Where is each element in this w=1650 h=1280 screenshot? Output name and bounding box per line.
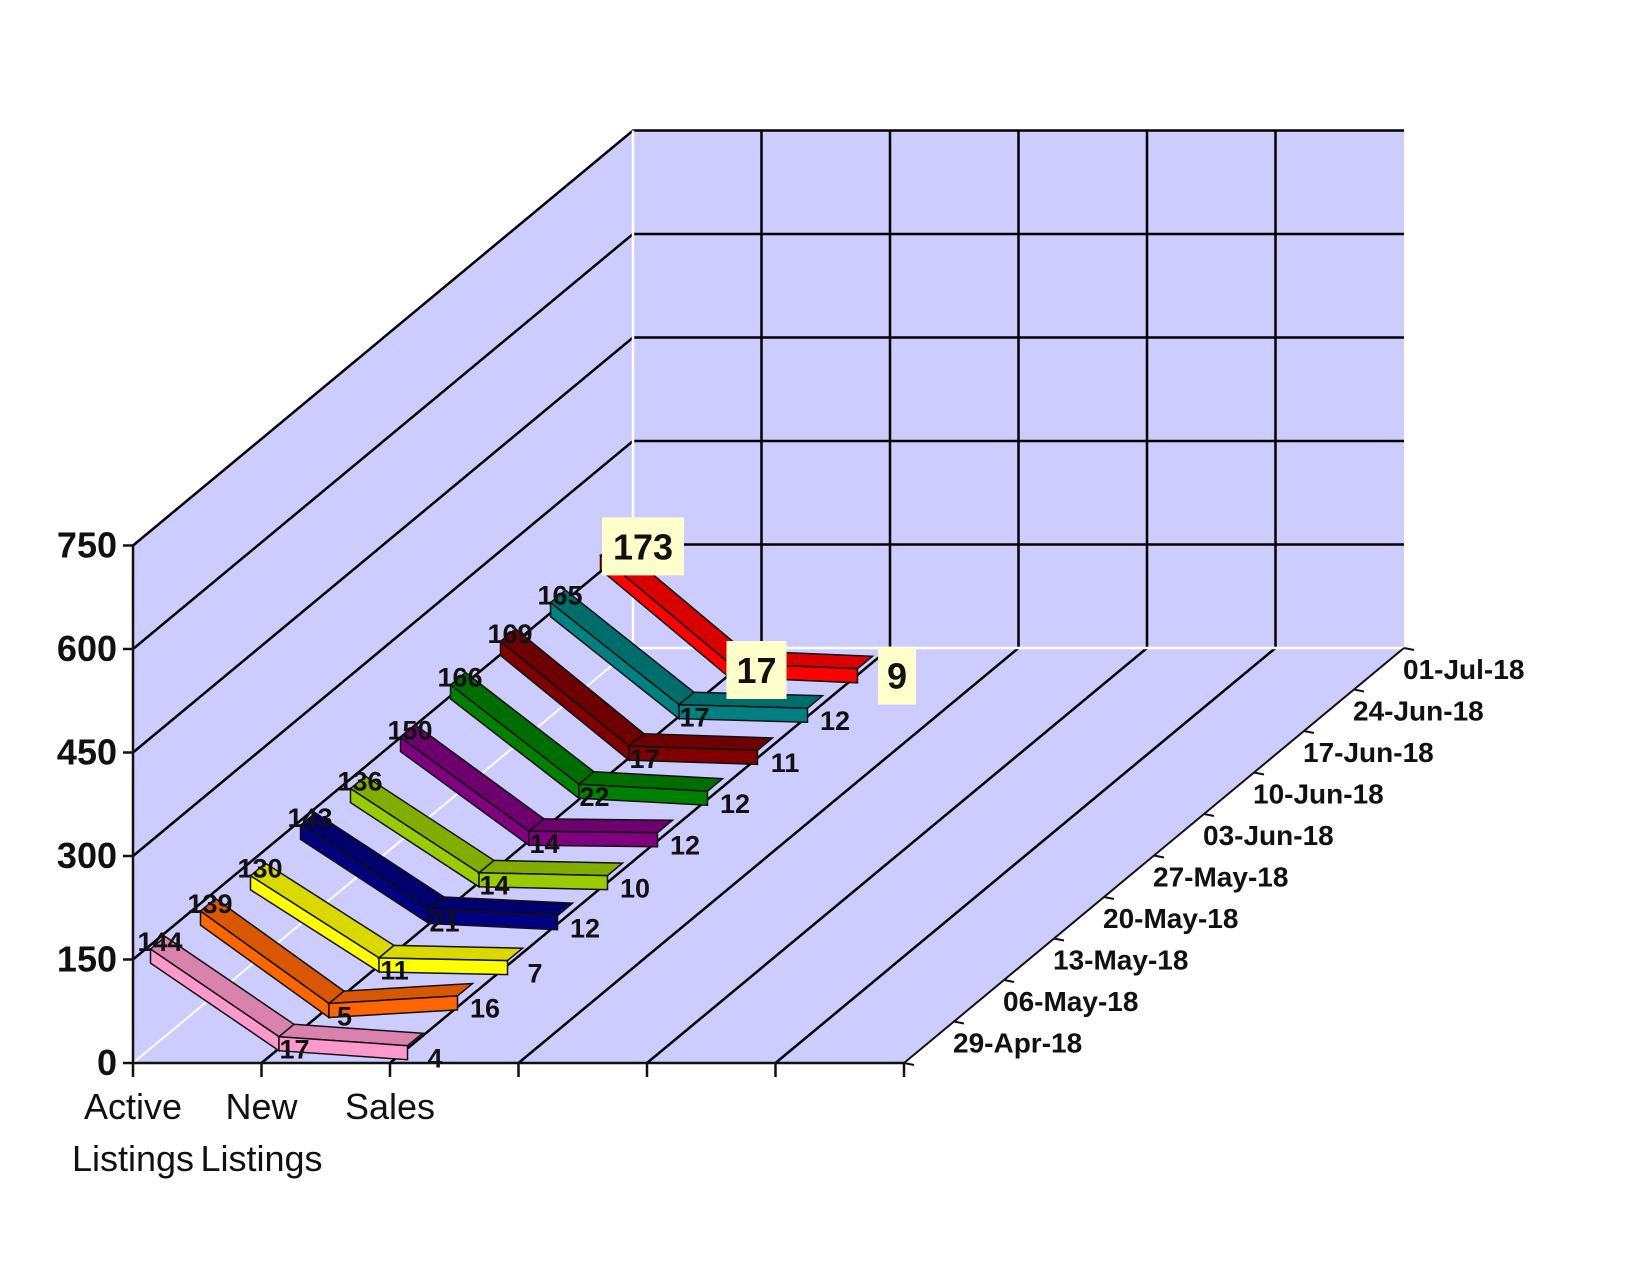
x-tick-label: New xyxy=(225,1086,298,1127)
depth-tick-mark xyxy=(1153,854,1165,859)
left-wall xyxy=(133,130,633,1063)
ribbon-face xyxy=(528,830,659,848)
gridline-floor xyxy=(646,647,1148,1064)
data-label: 4 xyxy=(427,1043,442,1073)
data-label: 150 xyxy=(387,715,432,745)
y-tick-label: 750 xyxy=(57,525,117,566)
depth-tick-label: 01-Jul-18 xyxy=(1403,654,1524,685)
axes: 0 150 300 450 600 750 Active Listings New Listing… xyxy=(57,525,1524,1180)
depth-tick-label: 20-May-18 xyxy=(1103,903,1238,934)
data-label: 143 xyxy=(287,803,332,833)
depth-tick-mark xyxy=(953,1020,965,1025)
y-tick-label: 0 xyxy=(97,1042,117,1083)
data-label: 136 xyxy=(337,766,382,796)
depth-tick-mark xyxy=(1053,937,1065,942)
depth-tick-mark xyxy=(1303,730,1315,734)
ribbon-face xyxy=(678,703,809,723)
data-label: 7 xyxy=(527,958,542,988)
depth-tick-mark xyxy=(1003,979,1015,983)
data-label: 17 xyxy=(629,744,659,774)
depth-tick-label: 29-Apr-18 xyxy=(953,1027,1082,1058)
depth-tick-label: 24-Jun-18 xyxy=(1353,695,1484,726)
y-tick-label: 600 xyxy=(57,628,117,669)
data-label-box xyxy=(602,517,684,576)
data-label: 139 xyxy=(187,889,232,919)
x-tick-label: Listings xyxy=(200,1138,322,1179)
data-label: 21 xyxy=(429,907,459,937)
depth-tick-mark xyxy=(1253,771,1265,776)
data-labels: 144 17 4 139 5 16 130 11 7 143 21 12 136 14 10 150 14 12 1… xyxy=(137,517,916,1073)
data-label-box xyxy=(726,641,787,700)
data-label: 11 xyxy=(771,748,800,778)
data-label: 5 xyxy=(337,1001,352,1031)
data-label: 173 xyxy=(613,526,673,567)
x-tick-label: Sales xyxy=(345,1086,435,1127)
data-label: 9 xyxy=(887,656,907,697)
data-label: 10 xyxy=(620,873,650,903)
data-label-box xyxy=(878,646,916,705)
data-label: 17 xyxy=(736,650,776,691)
depth-tick-mark xyxy=(1353,688,1365,693)
depth-tick-mark xyxy=(903,1062,915,1066)
data-label: 14 xyxy=(479,871,509,901)
data-label: 169 xyxy=(487,619,532,649)
ribbon-face xyxy=(428,908,559,931)
depth-tick-label: 06-May-18 xyxy=(1003,986,1138,1017)
ribbon-face xyxy=(478,872,609,891)
data-label: 12 xyxy=(670,830,700,860)
ribbon-face xyxy=(578,783,709,806)
x-tick-label: Listings xyxy=(72,1138,194,1179)
y-tick-label: 300 xyxy=(57,835,117,876)
y-tick-label: 150 xyxy=(57,939,117,980)
gridline-floor xyxy=(517,647,1020,1064)
data-label: 22 xyxy=(579,782,609,812)
gridline-floor xyxy=(774,647,1277,1064)
data-label: 17 xyxy=(279,1035,309,1065)
depth-tick-label: 17-Jun-18 xyxy=(1303,737,1434,768)
data-label: 130 xyxy=(237,854,282,884)
data-label: 11 xyxy=(380,956,409,986)
data-label: 144 xyxy=(137,927,182,957)
x-tick-label: Active xyxy=(84,1086,182,1127)
y-tick-label: 450 xyxy=(57,732,117,773)
ribbon-face xyxy=(278,1035,409,1061)
ribbon-face xyxy=(328,995,459,1019)
depth-tick-label: 10-Jun-18 xyxy=(1253,778,1384,809)
depth-tick-mark xyxy=(1103,896,1115,900)
depth-tick-label: 13-May-18 xyxy=(1053,944,1188,975)
ribbon-face xyxy=(628,745,759,766)
depth-tick-mark xyxy=(1403,647,1415,651)
depth-tick-mark xyxy=(1203,813,1215,817)
data-label: 165 xyxy=(537,580,582,610)
data-label: 17 xyxy=(679,703,709,733)
data-label: 16 xyxy=(470,994,500,1024)
depth-tick-label: 27-May-18 xyxy=(1153,861,1288,892)
data-label: 166 xyxy=(437,663,482,693)
data-label: 12 xyxy=(720,789,750,819)
depth-tick-label: 03-Jun-18 xyxy=(1203,820,1334,851)
data-label: 12 xyxy=(570,913,600,943)
ribbon-face xyxy=(378,957,509,976)
data-label: 12 xyxy=(820,706,850,736)
data-label: 14 xyxy=(529,829,559,859)
